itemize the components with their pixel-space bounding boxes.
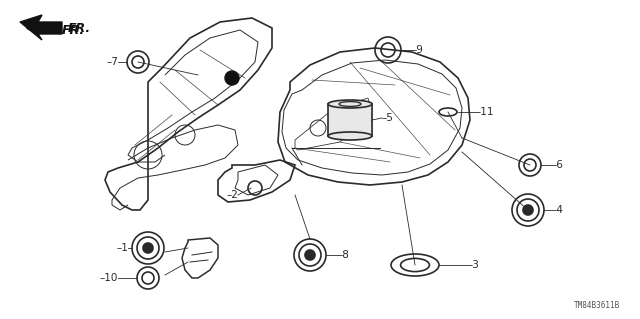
Text: FR.: FR. [62, 24, 85, 36]
Text: –5: –5 [382, 113, 394, 123]
Text: –1: –1 [116, 243, 128, 253]
Text: –9: –9 [412, 45, 424, 55]
Ellipse shape [328, 132, 372, 140]
Text: –2: –2 [226, 190, 238, 200]
Text: –11: –11 [476, 107, 495, 117]
Text: FR.: FR. [68, 21, 91, 34]
Circle shape [225, 71, 239, 85]
Circle shape [523, 205, 533, 215]
Text: –4: –4 [552, 205, 564, 215]
Ellipse shape [328, 100, 372, 108]
Text: TM84B3611B: TM84B3611B [573, 301, 620, 310]
Circle shape [143, 243, 153, 253]
Polygon shape [328, 104, 372, 136]
Circle shape [305, 250, 315, 260]
Polygon shape [20, 15, 62, 40]
Text: –6: –6 [552, 160, 564, 170]
Text: –8: –8 [338, 250, 350, 260]
Text: –3: –3 [468, 260, 480, 270]
Text: –7: –7 [106, 57, 118, 67]
Text: –10: –10 [100, 273, 118, 283]
